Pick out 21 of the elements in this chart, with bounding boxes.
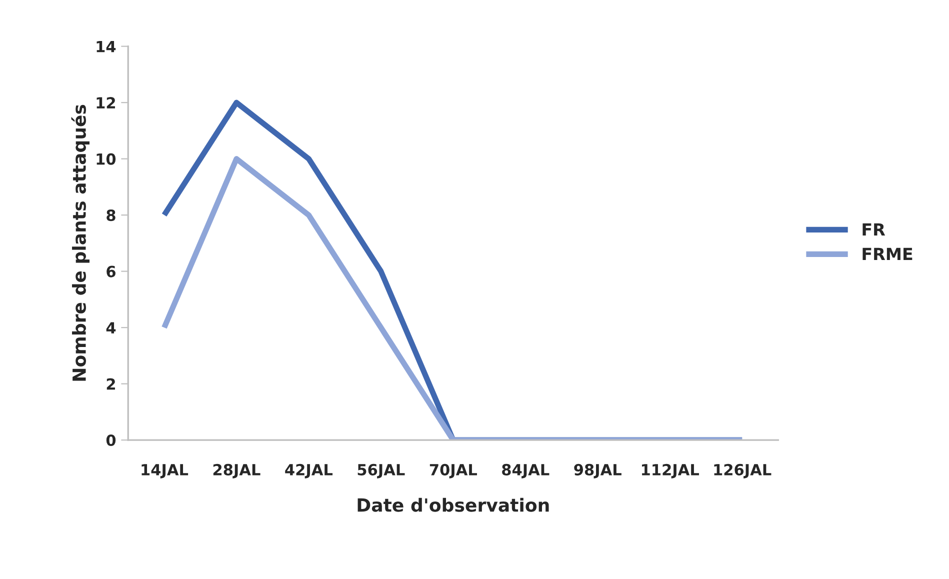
y-tick-label: 8 xyxy=(106,210,116,222)
y-tick-label: 14 xyxy=(96,40,116,52)
x-tick-label: 28JAL xyxy=(213,464,260,478)
x-tick-label: 56JAL xyxy=(358,464,405,478)
y-tick-label: 10 xyxy=(96,153,116,165)
legend-label: FRME xyxy=(862,248,912,260)
x-axis-title: Date d'observation xyxy=(358,498,549,512)
x-tick-label: 126JAL xyxy=(714,464,772,478)
y-axis-title: Nombre de plants attaqués xyxy=(71,104,90,381)
x-tick-label: 98JAL xyxy=(574,464,622,478)
y-tick-label: 4 xyxy=(106,322,116,334)
y-tick-label: 2 xyxy=(106,378,115,390)
x-tick-label: 70JAL xyxy=(430,464,477,478)
x-tick-label: 84JAL xyxy=(502,464,550,478)
y-tick-label: 6 xyxy=(106,266,116,278)
legend-label: FR xyxy=(862,223,886,236)
x-tick-label: 112JAL xyxy=(642,464,699,478)
y-tick-label: 12 xyxy=(96,97,115,108)
y-tick-label: 0 xyxy=(106,434,116,446)
x-tick-label: 42JAL xyxy=(285,464,333,478)
x-tick-label: 14JAL xyxy=(142,464,188,478)
